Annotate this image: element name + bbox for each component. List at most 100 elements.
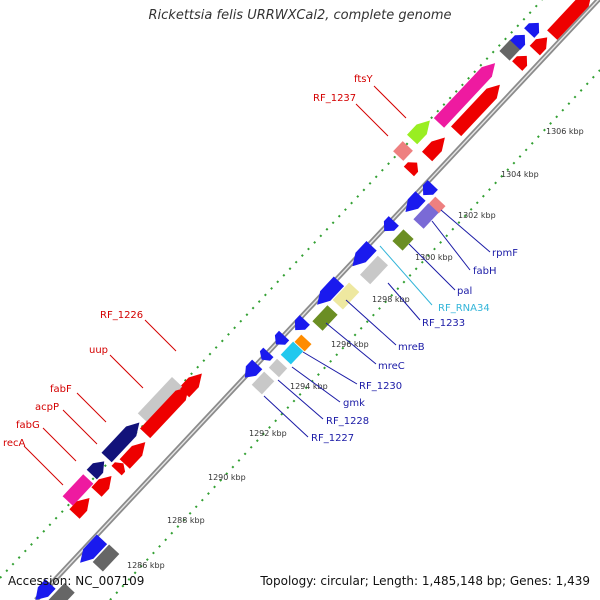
map-title: Rickettsia felis URRWXCal2, complete gen… xyxy=(148,8,452,23)
gene-arrow-bot-27 xyxy=(111,462,126,476)
backbone-highlight xyxy=(35,0,600,600)
gene-arrow-bot-9 xyxy=(413,203,439,229)
label-mreC: mreC xyxy=(378,361,405,372)
kbp-label-1290: 1290 kbp xyxy=(208,473,246,482)
label-RF_1233: RF_1233 xyxy=(422,318,465,329)
gene-arrow-bot-18 xyxy=(294,334,312,352)
accession-text: Accession: NC_007109 xyxy=(8,574,145,588)
gene-arrow-bot-17 xyxy=(294,315,310,331)
kbp-label-1306: 1306 kbp xyxy=(546,127,584,136)
gene-arrow-top-14 xyxy=(35,579,56,600)
gene-arrow-top-1 xyxy=(547,0,591,40)
gene-arrow-bot-4 xyxy=(422,137,445,162)
label-RF_1237: RF_1237 xyxy=(313,93,356,104)
label-RF_1227: RF_1227 xyxy=(311,433,354,444)
leader-lines xyxy=(23,85,491,486)
gene-arrow-bot-29 xyxy=(69,498,90,519)
topology-summary: Topology: circular; Length: 1,485,148 bp… xyxy=(260,574,590,588)
gene-arrow-bot-13 xyxy=(360,255,388,285)
gene-arrow-top-9 xyxy=(137,377,183,423)
gene-arrow-bot-24 xyxy=(251,371,275,395)
label-fabF: fabF xyxy=(50,384,72,395)
gene-arrow-bot-3 xyxy=(451,84,500,137)
gene-arrow-bot-22 xyxy=(268,358,288,378)
gene-arrow-bot-25 xyxy=(140,386,189,439)
gene-arrow-top-12 xyxy=(62,474,94,506)
gene-arrow-bot-21 xyxy=(259,347,274,361)
gene-arrow-bot-30 xyxy=(92,544,120,572)
gene-features xyxy=(35,0,591,600)
gene-arrow-bot-19 xyxy=(274,330,290,345)
leader-RF_1226 xyxy=(144,319,177,352)
label-RF_1230: RF_1230 xyxy=(359,381,402,392)
gene-arrow-bot-7 xyxy=(405,191,426,212)
kbp-label-1292: 1292 kbp xyxy=(249,429,287,438)
label-uup: uup xyxy=(89,345,108,356)
leader-RF_1237 xyxy=(355,103,389,137)
leader-RF_RNA34 xyxy=(379,245,433,306)
gene-arrow-bot-23 xyxy=(244,359,263,378)
gene-arrow-top-6 xyxy=(407,120,430,145)
leader-fabF xyxy=(76,392,107,423)
gene-arrow-top-13 xyxy=(80,534,108,563)
label-fabG: fabG xyxy=(16,420,40,431)
gene-arrow-bot-15 xyxy=(332,282,360,310)
leader-fabH xyxy=(431,220,471,271)
kbp-label-1286: 1286 kbp xyxy=(127,561,165,570)
label-acpP: acpP xyxy=(35,402,59,413)
gene-arrow-bot-28 xyxy=(91,476,112,497)
gene-arrow-top-7 xyxy=(393,141,413,161)
leader-mreB xyxy=(345,299,397,346)
kbp-label-1294: 1294 kbp xyxy=(290,382,328,391)
label-recA: recA xyxy=(3,438,26,449)
gene-arrow-top-11 xyxy=(86,461,105,480)
gene-arrow-top-4 xyxy=(510,34,526,50)
label-fabH: fabH xyxy=(473,266,497,277)
gene-arrow-bot-6 xyxy=(422,180,438,196)
gene-arrow-bot-14 xyxy=(317,276,345,305)
label-RF_1228: RF_1228 xyxy=(326,416,369,427)
gene-arrow-bot-2 xyxy=(512,55,528,71)
backbone xyxy=(34,0,600,600)
gene-labels: ftsY RF_1237 RF_1226 uup fabF acpP fabG … xyxy=(3,74,518,449)
leader-mreC xyxy=(325,322,377,365)
leader-ftsY xyxy=(373,85,407,119)
label-rpmF: rpmF xyxy=(492,248,518,259)
leader-acpP xyxy=(62,409,98,445)
leader-fabG xyxy=(42,427,77,462)
leader-RF_1227 xyxy=(263,395,309,438)
gene-arrow-bot-20 xyxy=(280,341,304,365)
label-gmk: gmk xyxy=(343,398,365,409)
gene-arrow-bot-11 xyxy=(383,216,399,232)
leader-rpmF xyxy=(440,209,491,253)
label-pal: pal xyxy=(457,286,472,297)
leader-RF_1230 xyxy=(302,351,358,385)
kbp-label-1298: 1298 kbp xyxy=(372,295,410,304)
label-RF_1226: RF_1226 xyxy=(100,310,143,321)
leader-RF_1233 xyxy=(387,282,421,321)
gene-arrow-top-2 xyxy=(524,22,540,38)
leader-pal xyxy=(408,243,456,291)
gene-arrow-top-10 xyxy=(101,422,140,463)
leader-uup xyxy=(109,354,144,389)
tick-track-inner xyxy=(109,69,600,600)
kbp-label-1288: 1288 kbp xyxy=(167,516,205,525)
gene-arrow-bot-10 xyxy=(392,229,414,251)
gene-arrow-bot-31 xyxy=(48,583,75,600)
leader-gmk xyxy=(291,366,341,403)
gene-arrow-bot-12 xyxy=(352,241,377,267)
gene-arrow-bot-16 xyxy=(312,305,338,331)
kbp-label-1304: 1304 kbp xyxy=(501,170,539,179)
label-ftsY: ftsY xyxy=(354,74,373,85)
kbp-label-1296: 1296 kbp xyxy=(331,340,369,349)
gene-arrow-bot-5 xyxy=(403,162,419,177)
gene-arrow-bot-26 xyxy=(119,442,146,469)
label-mreB: mreB xyxy=(398,342,425,353)
tick-track-outer xyxy=(0,0,543,579)
gene-arrow-bot-1 xyxy=(529,37,548,56)
kbp-labels: 1286 kbp 1288 kbp 1290 kbp 1292 kbp 1294… xyxy=(127,127,584,570)
label-RF_RNA34: RF_RNA34 xyxy=(438,303,490,314)
